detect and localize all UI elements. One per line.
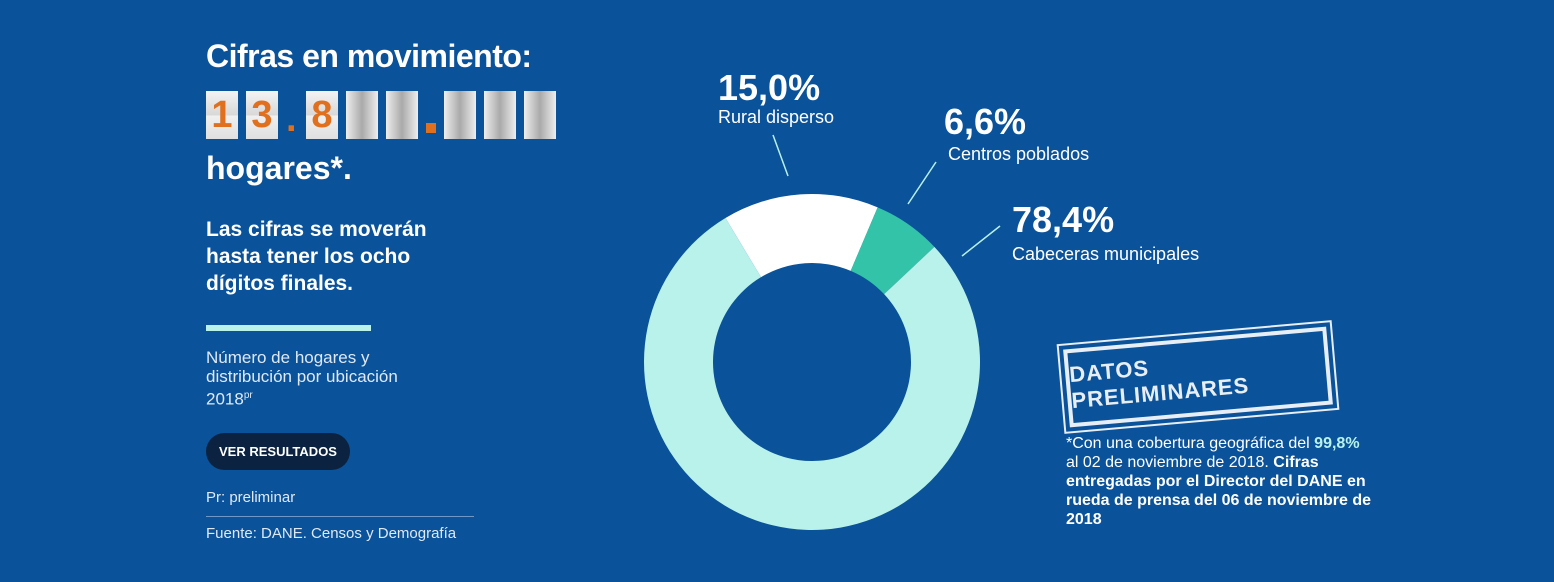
results-button[interactable]: VER RESULTADOS — [206, 433, 350, 470]
note: *Con una cobertura geográfica del 99,8% … — [1066, 434, 1376, 529]
lead: Las cifras se moverán hasta tener los oc… — [206, 218, 427, 295]
leader-line — [772, 134, 789, 177]
rule — [206, 325, 371, 331]
counter-blank — [524, 91, 556, 139]
subtitle: hogares*. — [206, 150, 352, 186]
counter-digit: 8 — [306, 91, 338, 139]
counter-blank — [444, 91, 476, 139]
counter-blank — [484, 91, 516, 139]
description-text: Número de hogares y distribución por ubi… — [206, 348, 398, 409]
donut-slice — [644, 217, 981, 530]
donut-slice — [725, 194, 878, 278]
note-text: *Con una cobertura geográfica del — [1066, 435, 1310, 452]
counter-digit: 1 — [206, 91, 238, 139]
counter-digit: 3 — [246, 91, 278, 139]
description: Número de hogares y distribución por ubi… — [206, 348, 446, 409]
leader-line — [961, 225, 1001, 257]
counter-blank — [346, 91, 378, 139]
source: Fuente: DANE. Censos y Demografía — [206, 525, 457, 542]
counter-blank — [386, 91, 418, 139]
counter-dot-blank — [426, 123, 436, 133]
separator — [206, 516, 474, 517]
category-label: Centros poblados — [948, 144, 1089, 164]
footnote: Pr: preliminar — [206, 489, 296, 506]
description-sup: pr — [243, 390, 253, 401]
category-label: Cabeceras municipales — [1012, 244, 1199, 264]
value-label: 6,6% — [944, 101, 1026, 142]
category-label: Rural disperso — [718, 107, 834, 127]
counter-dot: . — [286, 98, 297, 140]
note-bold: Cifras entregadas por el Director del DA… — [1066, 454, 1371, 528]
title: Cifras en movimiento: — [206, 38, 532, 74]
donut-slice — [850, 207, 935, 295]
leader-line — [907, 161, 937, 205]
note-text: al 02 de noviembre de 2018. — [1066, 454, 1269, 471]
value-label: 15,0% — [718, 67, 820, 108]
note-highlight: 99,8% — [1314, 435, 1360, 452]
value-label: 78,4% — [1012, 199, 1114, 240]
